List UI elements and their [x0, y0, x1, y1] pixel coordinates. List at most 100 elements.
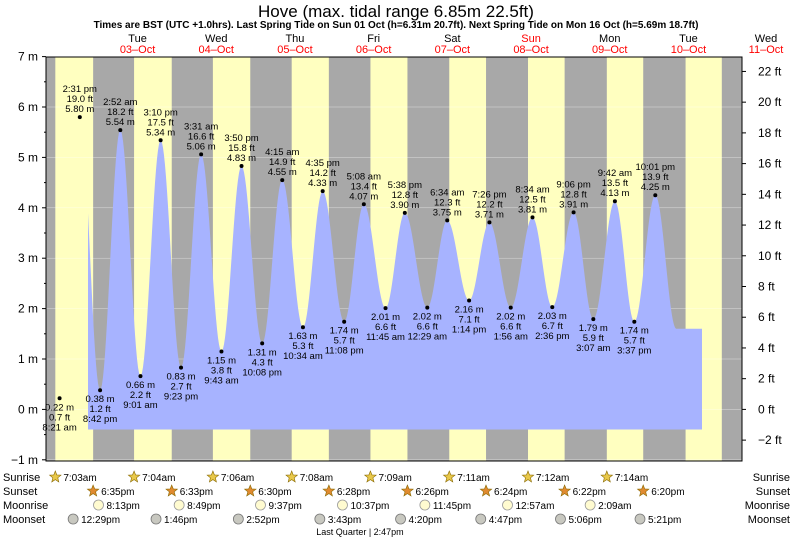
sunset-icon — [636, 484, 650, 497]
tide-point — [118, 128, 123, 133]
tide-m-label: 2.01 m — [371, 312, 400, 323]
day-name: Mon — [599, 33, 620, 45]
tide-m-label: 3.90 m — [390, 200, 419, 211]
tide-point — [425, 305, 430, 310]
moonrise-time: 12:57am — [516, 501, 555, 512]
sunset-time: 6:35pm — [101, 487, 134, 498]
tide-time-label: 1:56 am — [494, 332, 528, 343]
tide-point — [138, 374, 143, 379]
moonrise-icon — [93, 499, 104, 511]
sunrise-time: 7:08am — [300, 473, 333, 484]
tide-m-label: 4.55 m — [268, 167, 297, 178]
tide-ft-label: 5.7 ft — [334, 336, 355, 347]
moon-phase-note: Last Quarter | 2:47pm — [316, 527, 403, 537]
row-label-left: Sunset — [3, 486, 37, 498]
tide-ft-label: 15.8 ft — [228, 143, 255, 154]
day-name: Sun — [521, 33, 541, 45]
tide-m-label: 0.22 m — [45, 402, 74, 413]
tide-ft-label: 12.8 ft — [392, 190, 419, 201]
tide-point — [612, 199, 617, 204]
moonset-time: 12:29pm — [81, 515, 120, 526]
tide-ft-label: 14.2 ft — [309, 168, 336, 179]
tide-ft-label: 4.3 ft — [252, 357, 273, 368]
tide-point — [530, 215, 535, 220]
tide-m-label: 5.54 m — [106, 117, 135, 128]
sunset-icon — [479, 484, 493, 497]
tide-ft-label: 13.4 ft — [351, 181, 378, 192]
tide-time-label: 3:31 am — [184, 121, 218, 132]
sunset-time: 6:20pm — [651, 487, 684, 498]
tide-m-label: 3.91 m — [559, 199, 588, 210]
moonrise-time: 8:49pm — [187, 501, 220, 512]
day-date: 05–Oct — [277, 44, 312, 56]
tide-m-label: 1.31 m — [248, 347, 277, 358]
sunset-icon — [558, 484, 572, 497]
tide-ft-label: 18.2 ft — [107, 107, 134, 118]
astronomy-rows: Sunrise Sunrise Sunset Sunset Moonrise Moonri… — [3, 470, 790, 537]
right-tick-label: 12 ft — [758, 218, 782, 232]
sunset-icon — [165, 484, 179, 497]
moonrise-icon — [419, 499, 431, 511]
plot-frame — [45, 56, 743, 462]
tide-ft-label: 2.2 ft — [130, 390, 151, 401]
moonrise-time: 9:37pm — [268, 501, 301, 512]
sunset-icon — [322, 484, 336, 497]
tide-point — [280, 178, 285, 183]
sunset-time: 6:28pm — [337, 487, 370, 498]
tide-m-label: 3.81 m — [518, 204, 547, 215]
tide-point — [260, 341, 265, 346]
tide-point — [342, 319, 347, 324]
day-name: Wed — [205, 33, 227, 45]
tide-ft-label: 5.3 ft — [292, 341, 313, 352]
sunset-icon — [86, 484, 100, 497]
moonset-icon — [150, 513, 162, 525]
day-name: Thu — [285, 33, 304, 45]
row-label-left: Moonset — [3, 514, 45, 526]
day-name: Wed — [755, 33, 777, 45]
moonset-icon — [232, 513, 244, 525]
moonrise-time: 2:09am — [598, 501, 631, 512]
sunrise-icon — [363, 470, 377, 483]
sunrise-icon — [600, 470, 614, 483]
tide-point — [383, 306, 388, 311]
tide-ft-label: 5.9 ft — [583, 333, 604, 344]
sunrise-time: 7:03am — [63, 473, 96, 484]
tide-time-label: 4:35 pm — [306, 158, 340, 169]
tide-ft-label: 17.5 ft — [147, 117, 174, 128]
moonset-time: 4:20pm — [409, 515, 442, 526]
right-tick-label: −2 ft — [758, 433, 782, 447]
tide-ft-label: 7.1 ft — [459, 315, 480, 326]
tide-point — [591, 317, 596, 322]
moonset-time: 5:06pm — [568, 515, 601, 526]
tide-point — [239, 163, 244, 168]
sunset-icon — [400, 484, 414, 497]
tide-time-label: 8:21 am — [42, 422, 76, 433]
tide-m-label: 4.33 m — [308, 178, 337, 189]
tide-point — [467, 298, 472, 303]
right-tick-label: 22 ft — [758, 64, 782, 78]
moonset-time: 1:46pm — [164, 515, 197, 526]
tide-time-label: 3:50 pm — [224, 133, 258, 144]
tide-ft-label: 12.3 ft — [434, 197, 461, 208]
moonset-time: 4:47pm — [489, 515, 522, 526]
left-tick-label: 2 m — [18, 302, 38, 316]
day-date: 03–Oct — [120, 44, 155, 56]
tide-ft-label: 5.7 ft — [624, 336, 645, 347]
tide-time-label: 11:45 am — [366, 332, 405, 343]
tide-point — [632, 319, 637, 324]
tide-point — [361, 202, 366, 207]
tide-m-label: 5.80 m — [65, 104, 94, 115]
day-date: 06–Oct — [356, 44, 391, 56]
tide-m-label: 4.07 m — [349, 191, 378, 202]
tide-point — [158, 138, 163, 143]
moonset-icon — [395, 513, 406, 525]
row-label-right: Moonrise — [745, 500, 790, 512]
day-date: 09–Oct — [592, 44, 627, 56]
sunset-time: 6:24pm — [494, 487, 527, 498]
sunrise-time: 7:06am — [221, 473, 254, 484]
moonrise-icon — [173, 499, 185, 511]
tide-m-label: 1.74 m — [330, 326, 359, 337]
tide-time-label: 9:43 am — [204, 375, 238, 386]
day-name: Tue — [128, 33, 147, 45]
